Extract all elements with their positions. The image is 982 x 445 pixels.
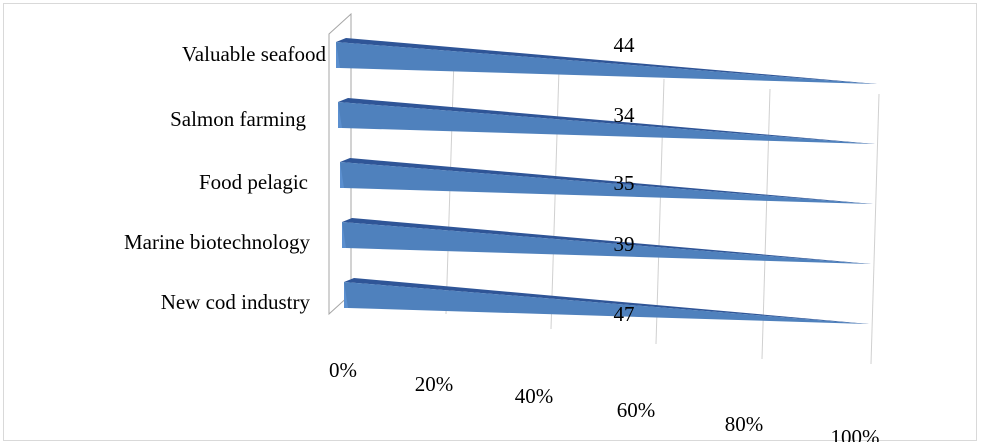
x-tick-label-3: 60%	[617, 398, 656, 422]
grid-layer	[328, 12, 880, 365]
bar-edge-1	[338, 102, 342, 128]
x-tick-label-5: 100%	[831, 425, 880, 442]
data-label-2: 35	[614, 171, 635, 195]
gridline-4	[761, 88, 771, 360]
data-label-3: 39	[614, 232, 635, 256]
bar-top-4	[344, 278, 869, 324]
category-label-1: Salmon farming	[170, 107, 306, 131]
gridline-2	[550, 68, 560, 330]
bar-edge-3	[342, 222, 346, 248]
x-tick-label-4: 80%	[725, 412, 764, 436]
x-tick-label-0: 0%	[329, 358, 357, 382]
category-label-4: New cod industry	[161, 290, 311, 314]
bar-top-2	[340, 158, 873, 204]
x-tick-label-2: 40%	[515, 384, 554, 408]
data-label-1: 34	[614, 103, 636, 127]
bar-edge-0	[336, 42, 340, 68]
data-label-4: 47	[614, 302, 635, 326]
label-layer: Valuable seafood Salmon farming Food pelag…	[124, 33, 880, 442]
bar-3	[342, 222, 869, 264]
bar-edge-2	[340, 162, 344, 188]
bar-top-0	[336, 38, 877, 84]
bar-layer	[336, 38, 877, 324]
bar-1	[338, 102, 873, 144]
x-tick-label-1: 20%	[415, 372, 454, 396]
chart-frame: Valuable seafood Salmon farming Food pelag…	[3, 3, 977, 442]
category-label-0: Valuable seafood	[182, 42, 327, 66]
bar-0	[336, 42, 875, 84]
bar-edge-4	[344, 282, 348, 308]
bar-top-1	[338, 98, 875, 144]
bar-2	[340, 162, 871, 204]
bar-top-3	[342, 218, 871, 264]
category-label-3: Marine biotechnology	[124, 230, 311, 254]
category-label-2: Food pelagic	[199, 170, 308, 194]
bar-4	[344, 282, 867, 324]
bar-chart: Valuable seafood Salmon farming Food pelag…	[124, 12, 880, 442]
gridline-3	[655, 78, 665, 345]
data-label-0: 44	[614, 33, 636, 57]
gridline-5	[870, 93, 880, 365]
